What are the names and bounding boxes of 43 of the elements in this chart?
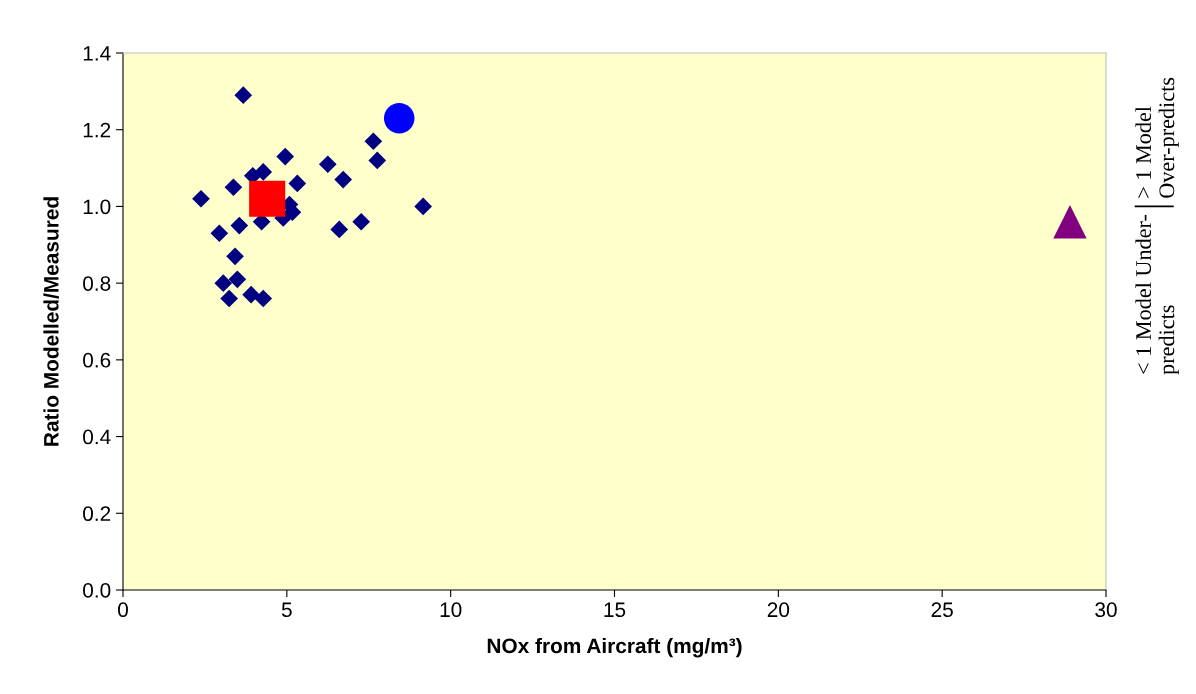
point	[210, 224, 229, 243]
point	[249, 180, 286, 217]
text: < 1 Model Under- predicts	[1135, 214, 1179, 375]
y-tick-label: 1.0	[83, 199, 111, 215]
point	[330, 220, 349, 239]
point	[276, 147, 295, 166]
x-tick-label: 20	[767, 602, 790, 618]
point	[414, 197, 432, 216]
x-tick-label: 5	[281, 602, 292, 618]
y-tick-label: 0.4	[83, 429, 111, 445]
point	[224, 178, 243, 197]
y-tick-label: 1.2	[83, 122, 111, 138]
point	[214, 274, 233, 292]
y-tick-label: 0.2	[83, 506, 111, 522]
y-tick-label: 0.6	[83, 352, 111, 368]
x-tick-label: 25	[931, 602, 953, 618]
point	[383, 102, 415, 134]
point	[226, 247, 244, 266]
point	[318, 155, 337, 174]
x-axis-title: NOx from Aircraft (mg/m³)	[487, 637, 742, 658]
x-tick-label: 0	[118, 602, 128, 618]
point	[352, 212, 371, 231]
point	[368, 151, 387, 170]
x-tick-label: 10	[440, 602, 462, 618]
point	[234, 86, 253, 105]
y-tick-label: 1.4	[83, 46, 111, 61]
point	[288, 174, 307, 193]
point	[364, 132, 383, 151]
y-axis-title: Ratio Modelled/Measured	[43, 197, 59, 446]
point	[254, 289, 273, 308]
x-tick-label: 15	[604, 602, 626, 618]
point	[334, 170, 353, 189]
point	[192, 189, 210, 208]
point	[230, 216, 249, 235]
y-tick-label: 0.8	[83, 276, 111, 291]
y-tick-label: 0.0	[83, 583, 111, 598]
text: > 1 Model Over-predicts	[1135, 77, 1179, 198]
point	[220, 289, 238, 308]
point	[228, 270, 247, 289]
x-tick-label: 30	[1095, 602, 1117, 618]
point	[1053, 205, 1087, 239]
point	[254, 163, 273, 181]
point	[242, 285, 260, 304]
